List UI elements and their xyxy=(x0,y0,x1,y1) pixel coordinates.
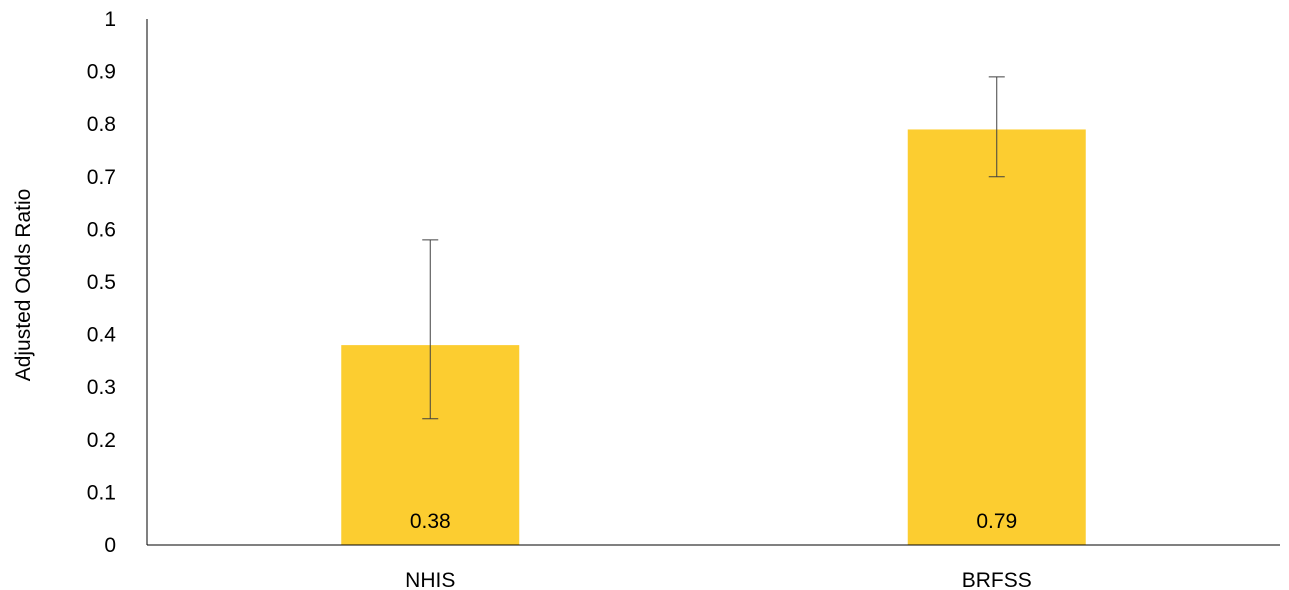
y-tick-label: 0 xyxy=(104,534,116,557)
x-category-label: BRFSS xyxy=(962,569,1032,590)
y-tick-label: 0.9 xyxy=(87,61,116,84)
error-bars xyxy=(422,76,1005,420)
y-tick-label: 0.2 xyxy=(87,429,116,452)
data-label-brfss: 0.79 xyxy=(976,510,1017,533)
y-tick-label: 0.4 xyxy=(87,324,117,347)
data-label-nhis: 0.38 xyxy=(410,510,451,533)
error-bar-brfss xyxy=(988,76,1005,178)
bars xyxy=(341,129,1086,545)
x-category-label: NHIS xyxy=(405,569,455,590)
y-tick-label: 1 xyxy=(104,8,116,31)
y-axis-ticks: 0 0.1 0.2 0.3 0.4 0.5 0.6 0.7 0.8 0.9 1 xyxy=(87,8,117,557)
y-tick-label: 0.3 xyxy=(87,376,116,399)
y-tick-label: 0.5 xyxy=(87,271,116,294)
bar-brfss xyxy=(907,129,1086,545)
x-axis-categories: NHIS BRFSS xyxy=(405,569,1032,590)
data-labels: 0.38 0.79 xyxy=(410,510,1017,533)
y-tick-label: 0.1 xyxy=(87,481,116,504)
error-bar-nhis xyxy=(422,239,439,420)
y-tick-label: 0.6 xyxy=(87,218,116,241)
y-tick-label: 0.7 xyxy=(87,166,116,189)
y-tick-label: 0.8 xyxy=(87,113,116,136)
y-axis-title: Adjusted Odds Ratio xyxy=(12,189,35,382)
